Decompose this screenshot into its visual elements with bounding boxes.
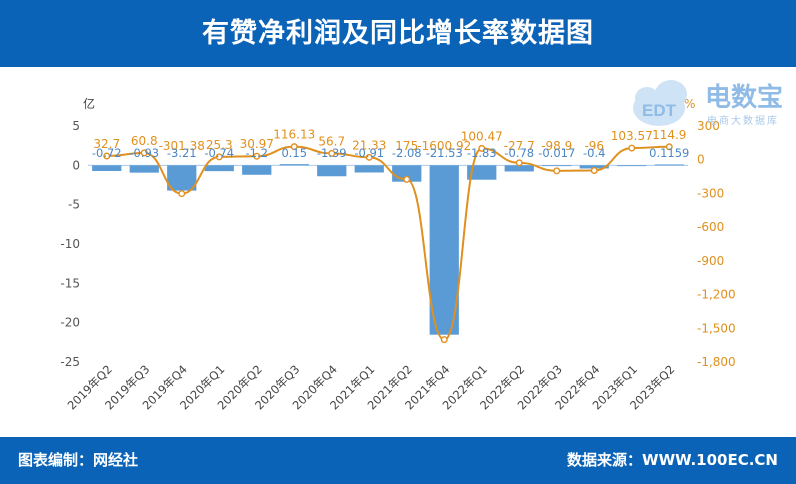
growth-data-label: -27.7 (504, 139, 535, 153)
bar-data-label: -0.91 (354, 146, 384, 160)
y-right-tick-label: 300 (697, 119, 720, 133)
growth-data-label: 32.7 (93, 137, 120, 151)
bar-data-label: 0.1159 (649, 146, 689, 160)
bar-data-label: -21.53 (426, 146, 463, 160)
growth-data-label: 56.7 (318, 134, 345, 148)
y-right-tick-label: -1,200 (697, 288, 736, 302)
y-right-tick-label: -300 (697, 186, 724, 200)
growth-data-label: 21.33 (352, 138, 386, 152)
growth-point (140, 149, 148, 157)
growth-point (628, 144, 636, 152)
growth-data-label: 60.8 (131, 134, 158, 148)
chart-title: 有赞净利润及同比增长率数据图 (202, 18, 594, 49)
y-left-tick-label: -20 (60, 316, 80, 330)
footer-credit: 图表编制：网经社 (18, 451, 139, 469)
bar (317, 165, 347, 177)
y-left-tick-label: -10 (60, 237, 80, 251)
y-right-tick-label: -1,800 (697, 355, 736, 369)
bar (92, 165, 122, 171)
logo: EDT 电数宝 电商大数据库 (633, 80, 783, 127)
bar-data-label: 0.15 (281, 146, 307, 160)
footer-source: 数据来源：WWW.100EC.CN (567, 451, 778, 469)
growth-point (590, 167, 598, 175)
chart: 5 0 -5 -10 -15 -20 -25 亿 300 0 -300 -600 -900 -1,200 -… (60, 96, 736, 413)
growth-point (290, 143, 298, 151)
growth-data-label: -301.38 (159, 139, 205, 153)
bar (429, 165, 459, 335)
bar-data-label: -0.72 (92, 146, 122, 160)
y-right-tick-label: -1,500 (697, 321, 736, 335)
growth-point (440, 336, 448, 344)
y-right-tick-label: -600 (697, 220, 724, 234)
bar-data-label: -1.39 (317, 146, 347, 160)
growth-point (478, 144, 486, 152)
growth-data-label: -96 (584, 139, 604, 153)
growth-data-label: 100.47 (461, 129, 503, 143)
bar (617, 165, 647, 167)
bar (167, 165, 197, 191)
y-right-tick-label: -900 (697, 254, 724, 268)
y-left-tick-label: 0 (72, 158, 80, 172)
y-left-tick-label: 5 (72, 119, 80, 133)
y-left-unit: 亿 (83, 96, 95, 111)
bar-data-label: -3.21 (167, 146, 197, 160)
growth-data-label: 116.13 (273, 128, 315, 142)
bar-data-label: -0.4 (583, 146, 605, 160)
growth-data-label: 25.3 (206, 138, 233, 152)
bar (654, 164, 684, 166)
logo-brand: 电数宝 (705, 82, 783, 113)
growth-point (215, 153, 223, 161)
growth-point (253, 152, 261, 160)
y-left-tick-label: -25 (60, 355, 80, 369)
growth-data-label: 175 (395, 139, 418, 153)
y-left-tick-label: -15 (60, 276, 80, 290)
bar (542, 165, 572, 167)
y-right-tick-label: 0 (697, 153, 705, 167)
growth-point (515, 159, 523, 167)
cloud-logo-icon: EDT (633, 80, 687, 126)
bar-data-label: -0.017 (538, 146, 575, 160)
bar-data-label: -0.74 (204, 146, 234, 160)
growth-data-label: 103.57 (611, 129, 653, 143)
growth-point (403, 175, 411, 183)
growth-point (328, 149, 336, 157)
bar (242, 165, 272, 175)
footer-bar: 图表编制：网经社 数据来源：WWW.100EC.CN (0, 437, 796, 484)
growth-point (553, 167, 561, 175)
bar-data-label: -0.78 (504, 146, 534, 160)
bar (354, 165, 384, 173)
growth-point (103, 152, 111, 160)
bar-data-label: -1.83 (467, 146, 497, 160)
bar (467, 165, 497, 180)
bar (579, 165, 609, 169)
bar (129, 165, 159, 173)
header-bar (0, 0, 796, 67)
y-left-tick-label: -5 (68, 198, 80, 212)
y-right-unit: % (684, 97, 695, 111)
bar-data-label: -1.2 (246, 146, 268, 160)
growth-data-label: 30.97 (240, 137, 274, 151)
growth-data-label: -1600.92 (417, 139, 471, 153)
bar-data-label: -2.08 (392, 146, 422, 160)
bar-data-label: -0.93 (129, 146, 159, 160)
logo-tagline: 电商大数据库 (707, 114, 779, 127)
bar (504, 165, 534, 172)
growth-point (665, 143, 673, 151)
logo-mark: EDT (642, 101, 677, 120)
bar (279, 164, 309, 166)
growth-data-label: -98.9 (541, 139, 572, 153)
growth-data-label: 114.9 (652, 128, 686, 142)
growth-point (365, 153, 373, 161)
growth-point (178, 190, 186, 198)
bar (204, 165, 234, 172)
